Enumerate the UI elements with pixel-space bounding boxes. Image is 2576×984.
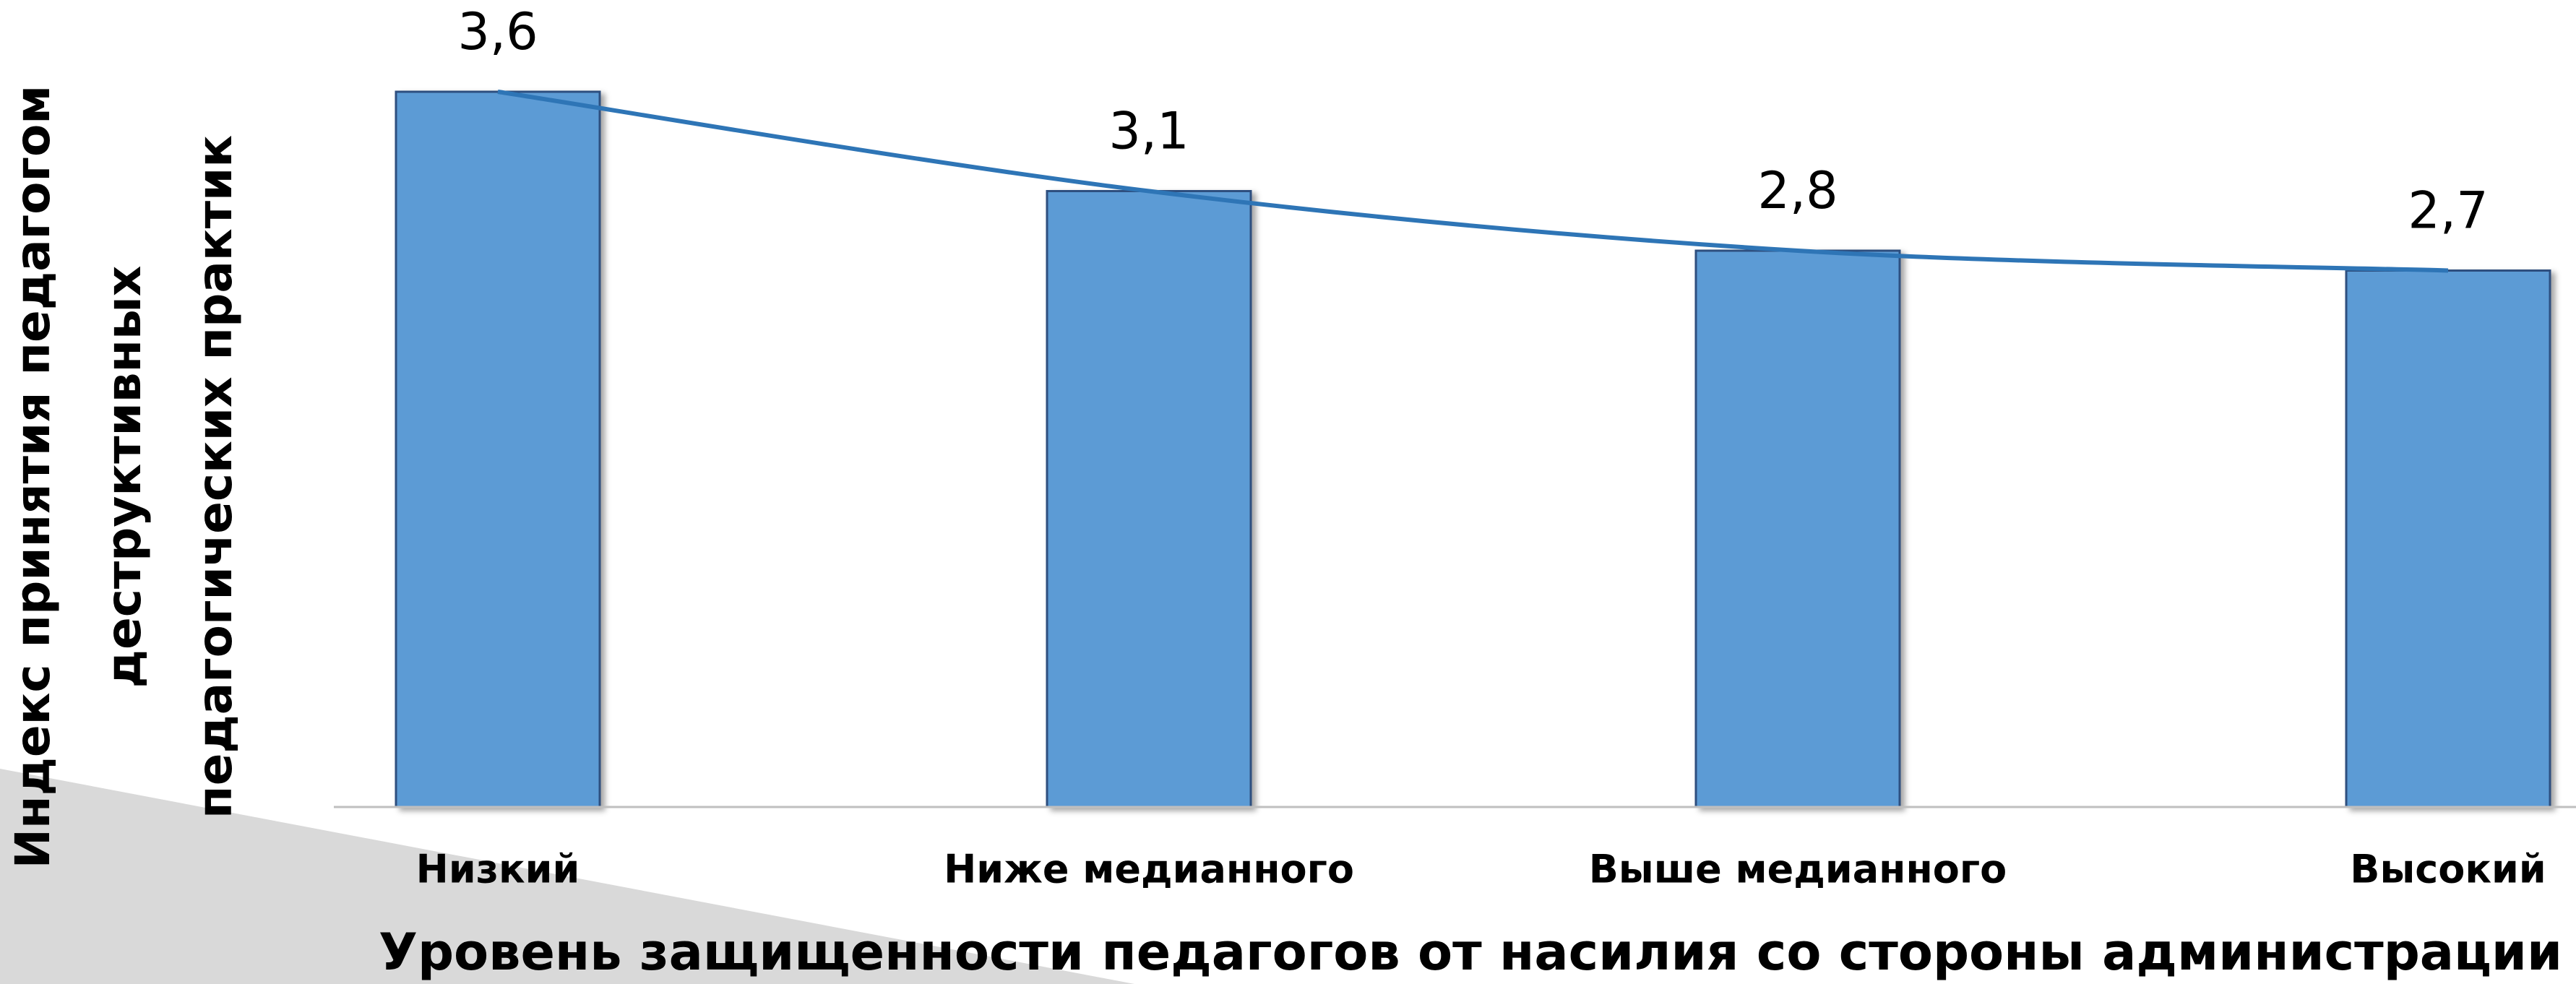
x-tick-label: Ниже медианного (944, 847, 1354, 892)
y-axis-title-line: педагогических практик (187, 135, 243, 819)
y-axis-title-line: Индекс принятия педагогом (5, 85, 61, 869)
bar (1046, 190, 1252, 808)
y-axis-title-line: деструктивных (96, 266, 152, 689)
data-label: 2,7 (2408, 181, 2488, 241)
trendline (497, 90, 2449, 273)
x-tick-label: Высокий (2350, 847, 2546, 892)
bar (395, 90, 601, 808)
data-label: 2,8 (1757, 161, 1838, 220)
bar (1694, 249, 1901, 808)
plot-area: 3,6 Низкий 3,1 Ниже медианного 2,8 Выше медиа… (334, 2, 2576, 892)
background-shape (0, 769, 1134, 984)
bar (2345, 269, 2551, 808)
y-axis-title: Индекс принятия педагогом деструктивных … (5, 85, 243, 869)
x-axis-title: Уровень защищенности педагогов от насили… (379, 923, 2562, 982)
data-label: 3,1 (1108, 102, 1189, 161)
x-tick-label: Низкий (416, 847, 580, 892)
x-tick-label: Выше медианного (1589, 847, 2007, 892)
data-label: 3,6 (457, 2, 538, 61)
